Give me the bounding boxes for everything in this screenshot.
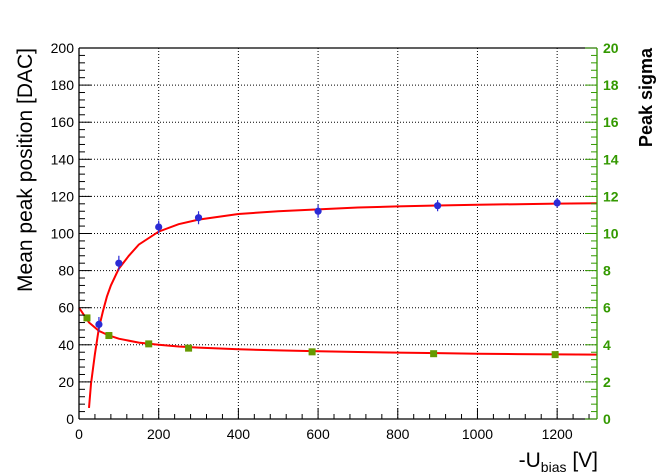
y-right-tick-label: 0 [603,411,611,427]
x-tick-label: 0 [75,426,83,442]
axes: 0 200 400 600 800 1000 12000204060801001201401… [51,40,619,442]
y-axis-right-title: Peak sigma [636,47,656,147]
y-left-tick-label: 100 [51,226,75,242]
x-tick-label: 1200 [542,426,573,442]
y-right-tick-label: 2 [603,374,611,390]
y-right-tick-label: 4 [603,337,611,353]
x-axis-title: -Ubias [V] [519,449,598,475]
y-right-tick-label: 14 [603,151,619,167]
y-left-tick-label: 60 [58,300,74,316]
x-axis-title-main: -U [519,449,541,472]
y-right-tick-label: 10 [603,226,619,242]
sigma-data-point [551,351,559,359]
grid [79,48,597,419]
y-right-tick-label: 12 [603,188,619,204]
mean-data-point [434,202,442,210]
x-tick-label: 600 [306,426,330,442]
sigma-data-point [145,340,153,348]
mean-data-point [115,259,123,267]
y-left-tick-label: 200 [51,40,75,56]
y-left-tick-label: 80 [58,263,74,279]
sigma-data-point [308,348,316,356]
y-left-tick-label: 0 [66,411,74,427]
y-left-tick-label: 180 [51,77,75,93]
x-tick-label: 400 [227,426,251,442]
y-right-tick-label: 6 [603,300,611,316]
mean-data-point [95,320,103,328]
y-axis-left-title: Mean peak position [DAC] [14,48,37,292]
mean-data-point [553,199,561,207]
mean-data-point [194,214,203,222]
mean-data-point [314,207,322,215]
x-tick-label: 800 [386,426,410,442]
y-left-tick-label: 140 [51,151,75,167]
fit-curve-mean [88,202,598,408]
sigma-data-point [105,332,113,340]
x-axis-title-subscript: bias [541,459,567,475]
sigma-data-point [185,344,193,352]
axis-labels: Mean peak position [DAC] Peak sigma -Ubi… [14,47,656,475]
data-points [83,198,561,359]
fit-curve-sigma [78,307,598,356]
x-tick-label: 200 [147,426,171,442]
y-left-tick-label: 20 [58,374,74,390]
y-right-tick-label: 16 [603,114,619,130]
sigma-data-point [83,314,91,322]
y-right-tick-label: 20 [603,40,619,56]
y-left-tick-label: 120 [51,188,75,204]
y-left-tick-label: 160 [51,114,75,130]
sigma-data-point [430,350,438,358]
mean-data-point [155,223,163,231]
y-right-tick-label: 8 [603,263,611,279]
x-tick-label: 1000 [462,426,493,442]
y-left-tick-label: 40 [58,337,74,353]
y-right-tick-label: 18 [603,77,619,93]
x-axis-title-unit: [V] [566,449,598,472]
